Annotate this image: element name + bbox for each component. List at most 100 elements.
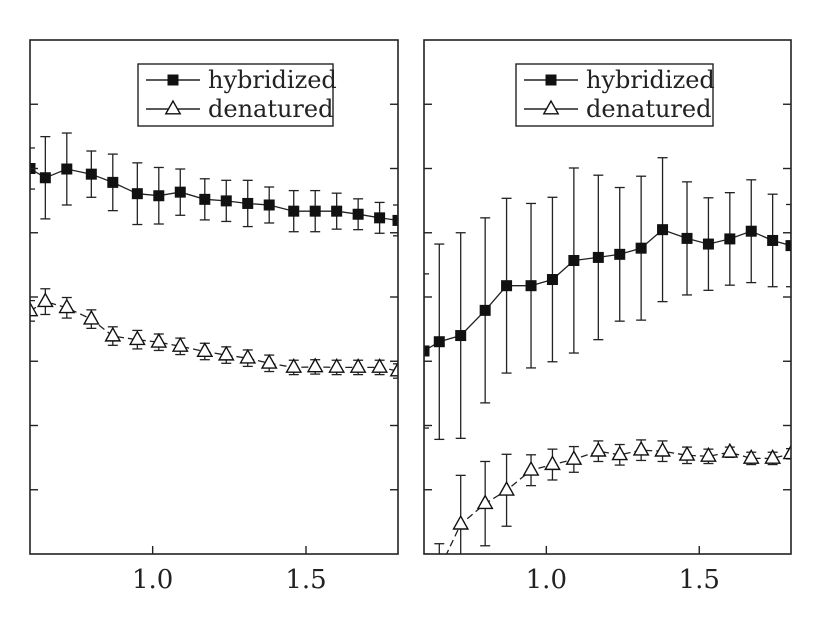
data-point — [153, 190, 165, 202]
legend-label: denatured — [586, 95, 711, 123]
data-point — [764, 448, 782, 464]
error-bar — [30, 299, 35, 322]
data-point — [525, 280, 537, 292]
error-bar — [30, 147, 35, 190]
data-point — [220, 195, 232, 207]
data-point — [544, 455, 561, 471]
data-point — [742, 448, 760, 464]
series-hybridized — [30, 132, 398, 237]
legend-marker — [164, 99, 182, 115]
data-point — [522, 460, 540, 476]
data-point — [681, 232, 693, 244]
legend-item: denatured — [524, 95, 711, 123]
error-bar — [393, 363, 398, 379]
error-bar — [393, 204, 398, 237]
data-point — [614, 248, 626, 260]
data-point — [171, 336, 189, 352]
data-point — [592, 251, 604, 263]
data-point — [58, 298, 76, 314]
x-tick-label: 1.0 — [526, 565, 567, 595]
data-point — [392, 214, 398, 226]
series-line-denatured — [445, 449, 791, 554]
data-point — [452, 514, 470, 530]
data-point — [131, 188, 143, 200]
data-point — [654, 441, 671, 457]
legend-label: hybridized — [586, 66, 715, 94]
legend-box — [137, 63, 334, 127]
error-bar — [424, 553, 429, 554]
data-point — [349, 357, 367, 373]
series-line-denatured — [30, 300, 398, 372]
data-point — [217, 345, 235, 361]
data-point — [374, 212, 386, 224]
data-point — [196, 342, 214, 357]
legend-marker — [542, 99, 560, 115]
data-point — [285, 357, 303, 373]
x-tick-label: 1.0 — [132, 565, 173, 595]
data-point — [82, 309, 100, 325]
data-point — [371, 357, 388, 373]
data-point — [352, 208, 364, 220]
legend-label: denatured — [208, 95, 333, 123]
series-denatured — [417, 439, 791, 585]
data-point — [657, 224, 669, 236]
plot-area — [30, 132, 398, 379]
data-point — [721, 442, 739, 458]
data-point — [328, 357, 346, 373]
data-point — [611, 445, 629, 461]
data-point — [417, 572, 431, 585]
data-point — [700, 446, 717, 462]
data-point — [455, 330, 467, 342]
data-point — [263, 199, 275, 211]
data-point — [85, 168, 97, 180]
series-denatured — [30, 288, 398, 379]
data-point — [30, 301, 39, 317]
error-bar — [786, 203, 791, 288]
data-point — [635, 242, 647, 254]
data-point — [476, 494, 494, 510]
data-point — [479, 304, 491, 316]
data-point — [242, 197, 254, 209]
data-point — [782, 444, 791, 460]
data-point — [433, 336, 445, 348]
data-point — [61, 163, 73, 175]
data-point — [565, 449, 583, 465]
plot-area — [417, 157, 791, 585]
data-point — [306, 357, 324, 373]
legend-item: denatured — [146, 95, 333, 123]
data-point — [767, 234, 779, 246]
data-point — [331, 205, 343, 217]
data-point — [199, 193, 211, 205]
data-point — [498, 480, 515, 496]
data-point — [678, 445, 696, 461]
data-point — [104, 326, 122, 342]
data-point — [107, 176, 119, 188]
series-hybridized — [424, 157, 791, 441]
legend-label: hybridized — [208, 66, 337, 94]
data-point — [702, 238, 714, 250]
error-bar — [424, 273, 429, 429]
data-point — [589, 441, 607, 457]
legend-item: hybridized — [524, 66, 715, 94]
data-point — [632, 440, 650, 456]
legend-marker — [167, 74, 179, 86]
data-point — [724, 233, 736, 245]
data-point — [174, 186, 186, 198]
legend-item: hybridized — [146, 66, 337, 94]
data-point — [432, 561, 446, 574]
data-point — [239, 348, 257, 364]
data-point — [260, 353, 278, 369]
data-point — [389, 361, 398, 377]
data-point — [424, 345, 430, 357]
error-bar — [434, 543, 445, 554]
data-point — [150, 332, 168, 348]
data-point — [309, 205, 321, 217]
data-point — [501, 280, 513, 292]
series-line-hybridized — [30, 167, 398, 222]
data-point — [745, 225, 757, 237]
